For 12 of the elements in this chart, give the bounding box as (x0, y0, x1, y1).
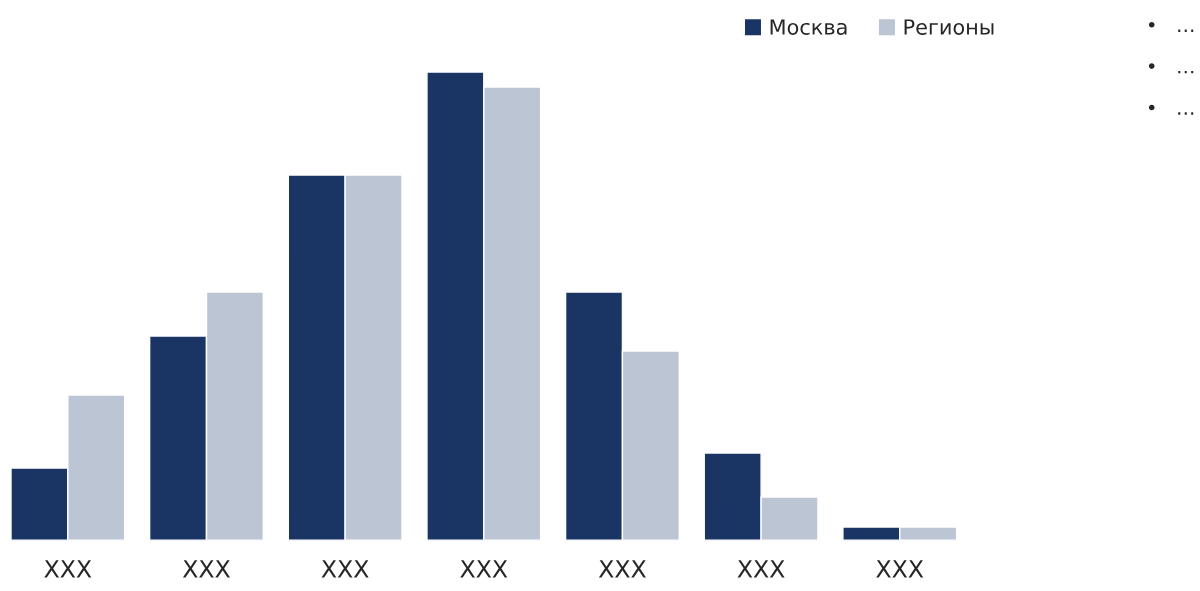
x-tick-label: XXX (598, 560, 646, 578)
x-tick-label: XXX (321, 560, 369, 578)
x-tick-label: XXX (182, 560, 231, 578)
text: • … (1148, 21, 1194, 32)
x-tick-label: XXX (44, 560, 92, 578)
x-tick-label: XXX (737, 560, 785, 578)
text: • … (1148, 63, 1194, 74)
x-tick-label: XXX (460, 560, 508, 578)
legend-label: Регионы (904, 19, 994, 35)
text: • … (1148, 104, 1194, 115)
x-tick-label: XXX (876, 560, 924, 578)
legend-label: Москва (770, 19, 847, 35)
